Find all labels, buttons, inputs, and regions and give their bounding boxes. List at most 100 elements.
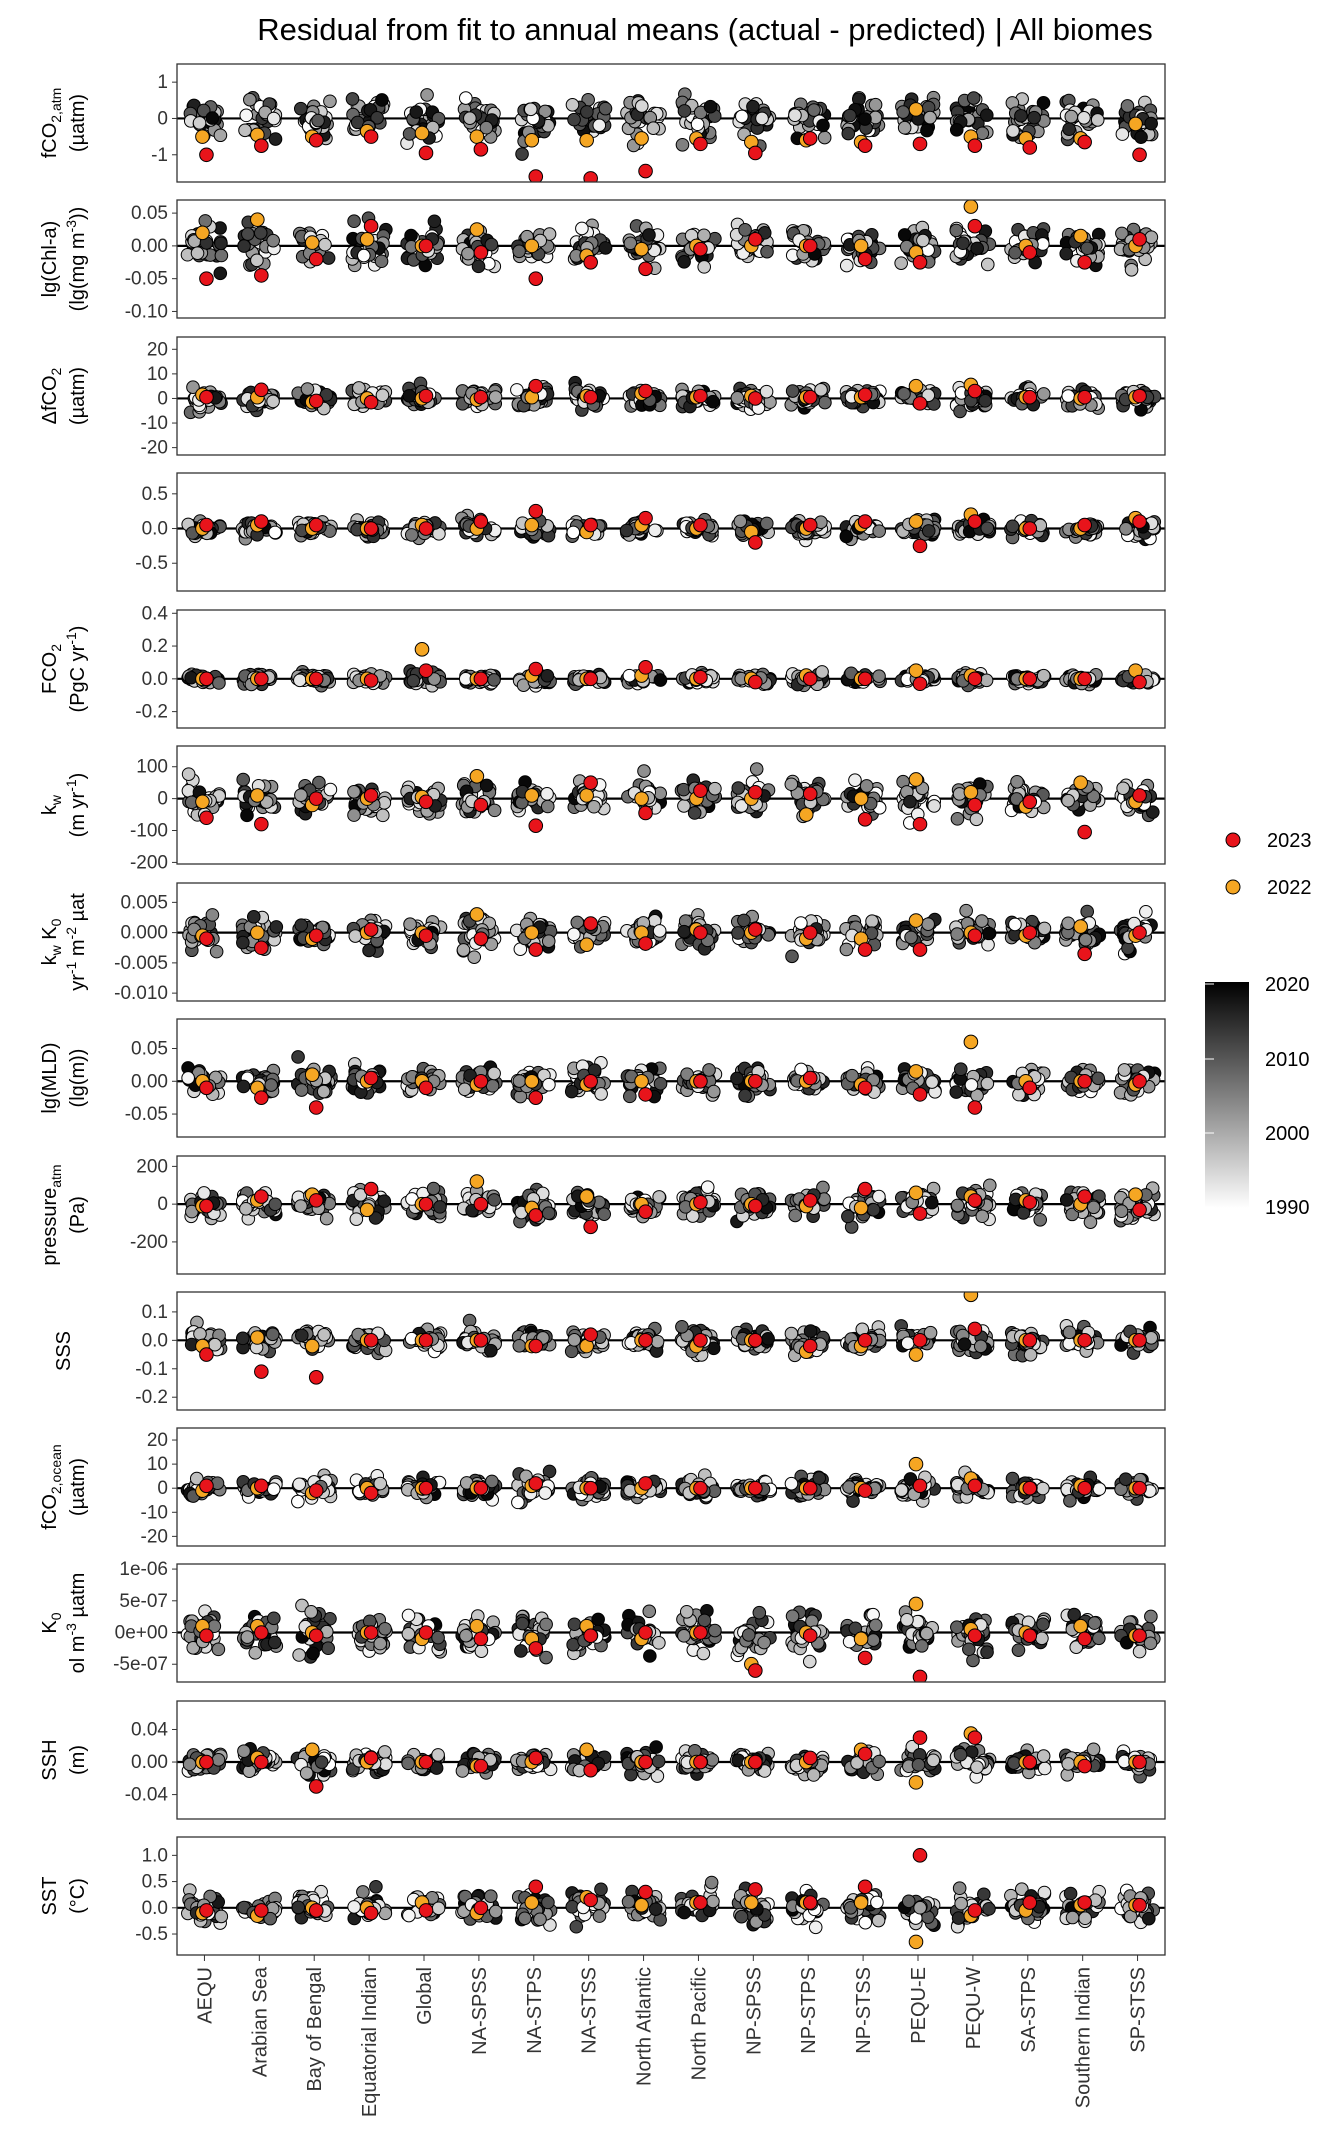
year-point [433, 1200, 447, 1214]
year-point [1086, 789, 1101, 804]
year-point [246, 910, 261, 924]
point-2023 [473, 797, 489, 813]
year-point [738, 1088, 752, 1103]
year-point [198, 214, 213, 228]
point-2023 [912, 942, 928, 957]
year-point [265, 1327, 280, 1342]
year-point [702, 1063, 716, 1077]
year-point [697, 228, 711, 243]
year-point [708, 781, 722, 796]
year-point [564, 1084, 579, 1099]
year-points [182, 903, 1158, 964]
point-2022 [1073, 228, 1088, 244]
point-2022 [1128, 1187, 1143, 1203]
point-2023 [1022, 1080, 1038, 1096]
year-point [190, 246, 205, 260]
point-2023 [583, 254, 598, 270]
y-axis-label: (m yr-1​) [63, 773, 89, 838]
year-point [404, 528, 419, 542]
year-point [580, 105, 594, 119]
year-point [868, 97, 883, 112]
year-point [266, 111, 281, 126]
point-2022 [798, 807, 814, 822]
year-point [319, 1211, 334, 1226]
year-point [1134, 130, 1148, 144]
point-2023 [857, 942, 873, 957]
year-point [510, 383, 524, 397]
year-point [236, 1079, 251, 1094]
point-2023 [473, 389, 489, 405]
year-point [238, 123, 252, 138]
y-tick-label: 100 [136, 757, 168, 778]
point-2022 [908, 378, 924, 394]
point-2023 [802, 131, 818, 146]
year-point [982, 1178, 997, 1193]
year-point [749, 762, 764, 776]
year-point [677, 104, 692, 118]
point-2022 [250, 788, 265, 803]
year-point [975, 914, 989, 928]
point-2023 [308, 251, 324, 267]
point-2023 [199, 147, 214, 163]
year-point [239, 108, 254, 123]
point-2023 [308, 928, 324, 943]
point-2022 [579, 132, 594, 148]
year-point [349, 1212, 364, 1226]
year-point [970, 241, 985, 256]
year-point [964, 1078, 979, 1092]
year-point [567, 927, 581, 942]
year-point [368, 1211, 383, 1225]
year-point [785, 949, 799, 964]
point-2023 [967, 1193, 983, 1208]
point-2023 [363, 521, 379, 536]
point-2023 [1022, 245, 1038, 260]
year-point [409, 105, 424, 119]
point-2023 [802, 517, 818, 533]
year-point [567, 1333, 582, 1347]
year-point [592, 118, 607, 133]
facet-border [176, 1018, 1166, 1138]
year-point [982, 926, 996, 941]
point-2023 [967, 1100, 983, 1115]
year-point [700, 1180, 715, 1194]
point-2022 [908, 1064, 924, 1079]
year-point [357, 248, 371, 263]
year-point [457, 1082, 472, 1097]
point-2023 [912, 538, 928, 554]
point-2022 [963, 784, 979, 800]
year-point [1065, 1207, 1080, 1222]
year-point [1036, 387, 1051, 401]
point-2023 [748, 674, 763, 690]
year-point [253, 226, 268, 240]
year-point [980, 257, 995, 272]
point-2022 [908, 514, 924, 529]
year-point [897, 387, 911, 401]
facet-panels: 10-1fCO2,atm​(µatm)0.050.00-0.05-0.10lg(… [39, 63, 1166, 1956]
point-2022 [304, 1067, 320, 1083]
year-point [484, 1343, 498, 1358]
point-2023 [254, 268, 269, 283]
year-point [652, 1190, 666, 1204]
year-point [461, 246, 475, 261]
year-point [872, 524, 886, 538]
year-point [1061, 389, 1076, 403]
y-tick-label: 0.05 [131, 1039, 168, 1060]
y-tick-label: 0.05 [131, 203, 168, 224]
year-point [345, 92, 360, 106]
point-2023 [308, 1193, 324, 1208]
y-tick-label: -1 [151, 145, 168, 166]
point-2023 [967, 138, 983, 153]
point-2023 [528, 942, 544, 957]
point-2023 [1077, 824, 1092, 840]
year-point [376, 808, 390, 823]
y-axis-label-group: FCO2​(PgC yr-1​) [39, 626, 89, 713]
year-points [183, 87, 1159, 161]
point-2022 [250, 212, 265, 227]
point-2023 [583, 775, 598, 790]
point-2022 [634, 241, 649, 257]
point-2023 [199, 810, 214, 826]
year-point [241, 227, 255, 241]
